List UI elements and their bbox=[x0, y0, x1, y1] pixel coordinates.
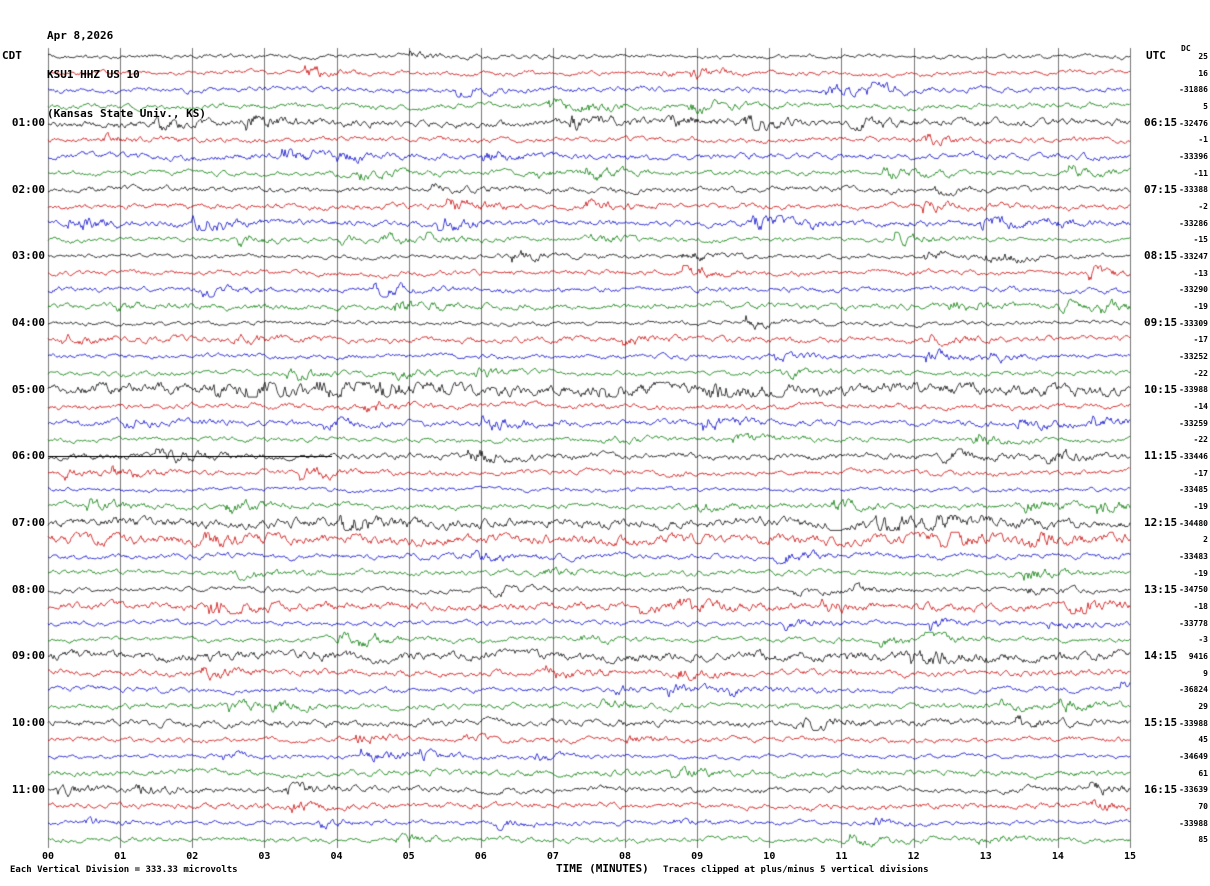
dc-value: -33309 bbox=[1179, 318, 1208, 328]
left-hour-label: 10:00 bbox=[11, 716, 45, 729]
dc-value: -33778 bbox=[1179, 618, 1208, 628]
left-hour-label: 01:00 bbox=[11, 116, 45, 129]
header-station: KSU1 HHZ US 10 bbox=[47, 68, 140, 81]
right-hour-label: 13:15 bbox=[1144, 582, 1178, 596]
left-hour-label: 03:00 bbox=[11, 249, 45, 263]
right-hour-label: 06:15 bbox=[1144, 116, 1178, 129]
left-hour-label: 05:00 bbox=[11, 382, 45, 396]
dc-value: -1 bbox=[1198, 135, 1208, 145]
x-axis-title: TIME (MINUTES) bbox=[556, 862, 649, 875]
clip-note: Traces clipped at plus/minus 5 vertical … bbox=[663, 865, 929, 875]
x-tick-label: 07 bbox=[546, 851, 559, 862]
scale-note: Each Vertical Division = 333.33 microvol… bbox=[10, 865, 238, 875]
dc-value: -3 bbox=[1198, 635, 1208, 645]
dc-value: -33988 bbox=[1179, 718, 1208, 728]
dc-value: 85 bbox=[1198, 835, 1208, 845]
right-hour-label: 16:15 bbox=[1144, 782, 1178, 796]
header-location: (Kansas State Univ., KS) bbox=[47, 107, 206, 120]
dc-value: -33988 bbox=[1179, 818, 1208, 828]
dc-value: -33483 bbox=[1179, 551, 1208, 561]
x-tick-label: 01 bbox=[114, 851, 127, 862]
dc-value: -33259 bbox=[1179, 418, 1208, 428]
right-hour-label: 12:15 bbox=[1144, 516, 1178, 529]
dc-value: -33247 bbox=[1179, 251, 1208, 261]
x-tick-label: 09 bbox=[691, 851, 704, 862]
x-tick-label: 00 bbox=[41, 851, 55, 862]
x-tick-label: 14 bbox=[1051, 851, 1064, 862]
dc-value: 70 bbox=[1198, 801, 1208, 811]
right-hour-label: 08:15 bbox=[1144, 249, 1178, 263]
x-tick-label: 05 bbox=[402, 851, 415, 862]
dc-value: 9416 bbox=[1188, 651, 1208, 661]
right-hour-label: 14:15 bbox=[1144, 649, 1178, 663]
dc-value: -32476 bbox=[1179, 118, 1208, 128]
dc-value: 16 bbox=[1198, 68, 1208, 78]
dc-value: -22 bbox=[1193, 368, 1208, 378]
right-timezone-label: UTC bbox=[1146, 49, 1166, 62]
left-timezone-label: CDT bbox=[2, 49, 22, 62]
dc-value: -19 bbox=[1193, 301, 1208, 311]
x-tick-label: 10 bbox=[763, 851, 776, 862]
dc-value: -34750 bbox=[1179, 585, 1208, 595]
header-date: Apr 8,2026 bbox=[47, 29, 114, 42]
x-tick-label: 12 bbox=[907, 851, 920, 862]
dc-value: -33396 bbox=[1179, 151, 1208, 161]
dc-value: 61 bbox=[1198, 768, 1208, 778]
dc-value: -33446 bbox=[1179, 451, 1208, 461]
left-hour-label: 08:00 bbox=[11, 582, 45, 596]
left-hour-label: 07:00 bbox=[11, 516, 45, 529]
right-hour-label: 15:15 bbox=[1144, 716, 1178, 729]
dc-value: -13 bbox=[1193, 268, 1208, 278]
dc-value: 25 bbox=[1198, 51, 1208, 61]
left-hour-label: 09:00 bbox=[11, 649, 45, 663]
dc-value: -2 bbox=[1198, 201, 1208, 211]
dc-value: -33286 bbox=[1179, 218, 1208, 228]
left-hour-label: 04:00 bbox=[11, 316, 45, 329]
dc-value: 29 bbox=[1198, 701, 1208, 711]
x-tick-label: 15 bbox=[1123, 851, 1137, 862]
dc-value: 9 bbox=[1203, 668, 1208, 678]
x-tick-label: 13 bbox=[979, 851, 992, 862]
dc-value: 45 bbox=[1198, 735, 1208, 745]
dc-value: -33290 bbox=[1179, 285, 1208, 295]
dc-value: -19 bbox=[1193, 501, 1208, 511]
dc-value: -33485 bbox=[1179, 485, 1208, 495]
left-hour-label: 11:00 bbox=[11, 782, 45, 796]
dc-value: -18 bbox=[1193, 601, 1208, 611]
dc-value: -14 bbox=[1193, 401, 1208, 411]
plot-header: Apr 8,2026 KSU1 HHZ US 10 (Kansas State … bbox=[47, 3, 206, 133]
dc-value: -19 bbox=[1193, 568, 1208, 578]
left-hour-label: 02:00 bbox=[11, 182, 45, 196]
dc-value: -33639 bbox=[1179, 785, 1208, 795]
dc-value: -33388 bbox=[1179, 185, 1208, 195]
x-tick-label: 06 bbox=[474, 851, 487, 862]
x-tick-label: 02 bbox=[186, 851, 199, 862]
x-tick-label: 03 bbox=[258, 851, 271, 862]
x-tick-label: 11 bbox=[835, 851, 848, 862]
right-hour-label: 07:15 bbox=[1144, 182, 1178, 196]
dc-value: -15 bbox=[1193, 235, 1208, 245]
dc-value: -11 bbox=[1193, 168, 1208, 178]
dc-value: 2 bbox=[1203, 535, 1208, 545]
x-tick-label: 04 bbox=[330, 851, 343, 862]
dc-value: -17 bbox=[1193, 335, 1208, 345]
dc-value: 5 bbox=[1203, 101, 1208, 111]
x-tick-label: 08 bbox=[619, 851, 632, 862]
right-hour-label: 09:15 bbox=[1144, 316, 1178, 329]
dc-value: -33988 bbox=[1179, 385, 1208, 395]
dc-value: -17 bbox=[1193, 468, 1208, 478]
dc-value: -31886 bbox=[1179, 85, 1208, 95]
left-hour-label: 06:00 bbox=[11, 449, 45, 463]
dc-value: -36824 bbox=[1179, 685, 1208, 695]
dc-value: -34649 bbox=[1179, 751, 1208, 761]
dc-column-header: DC bbox=[1181, 44, 1191, 53]
right-hour-label: 10:15 bbox=[1144, 382, 1178, 396]
right-hour-label: 11:15 bbox=[1144, 449, 1178, 463]
dc-value: -34480 bbox=[1179, 518, 1208, 528]
dc-value: -33252 bbox=[1179, 351, 1208, 361]
dc-value: -22 bbox=[1193, 435, 1208, 445]
